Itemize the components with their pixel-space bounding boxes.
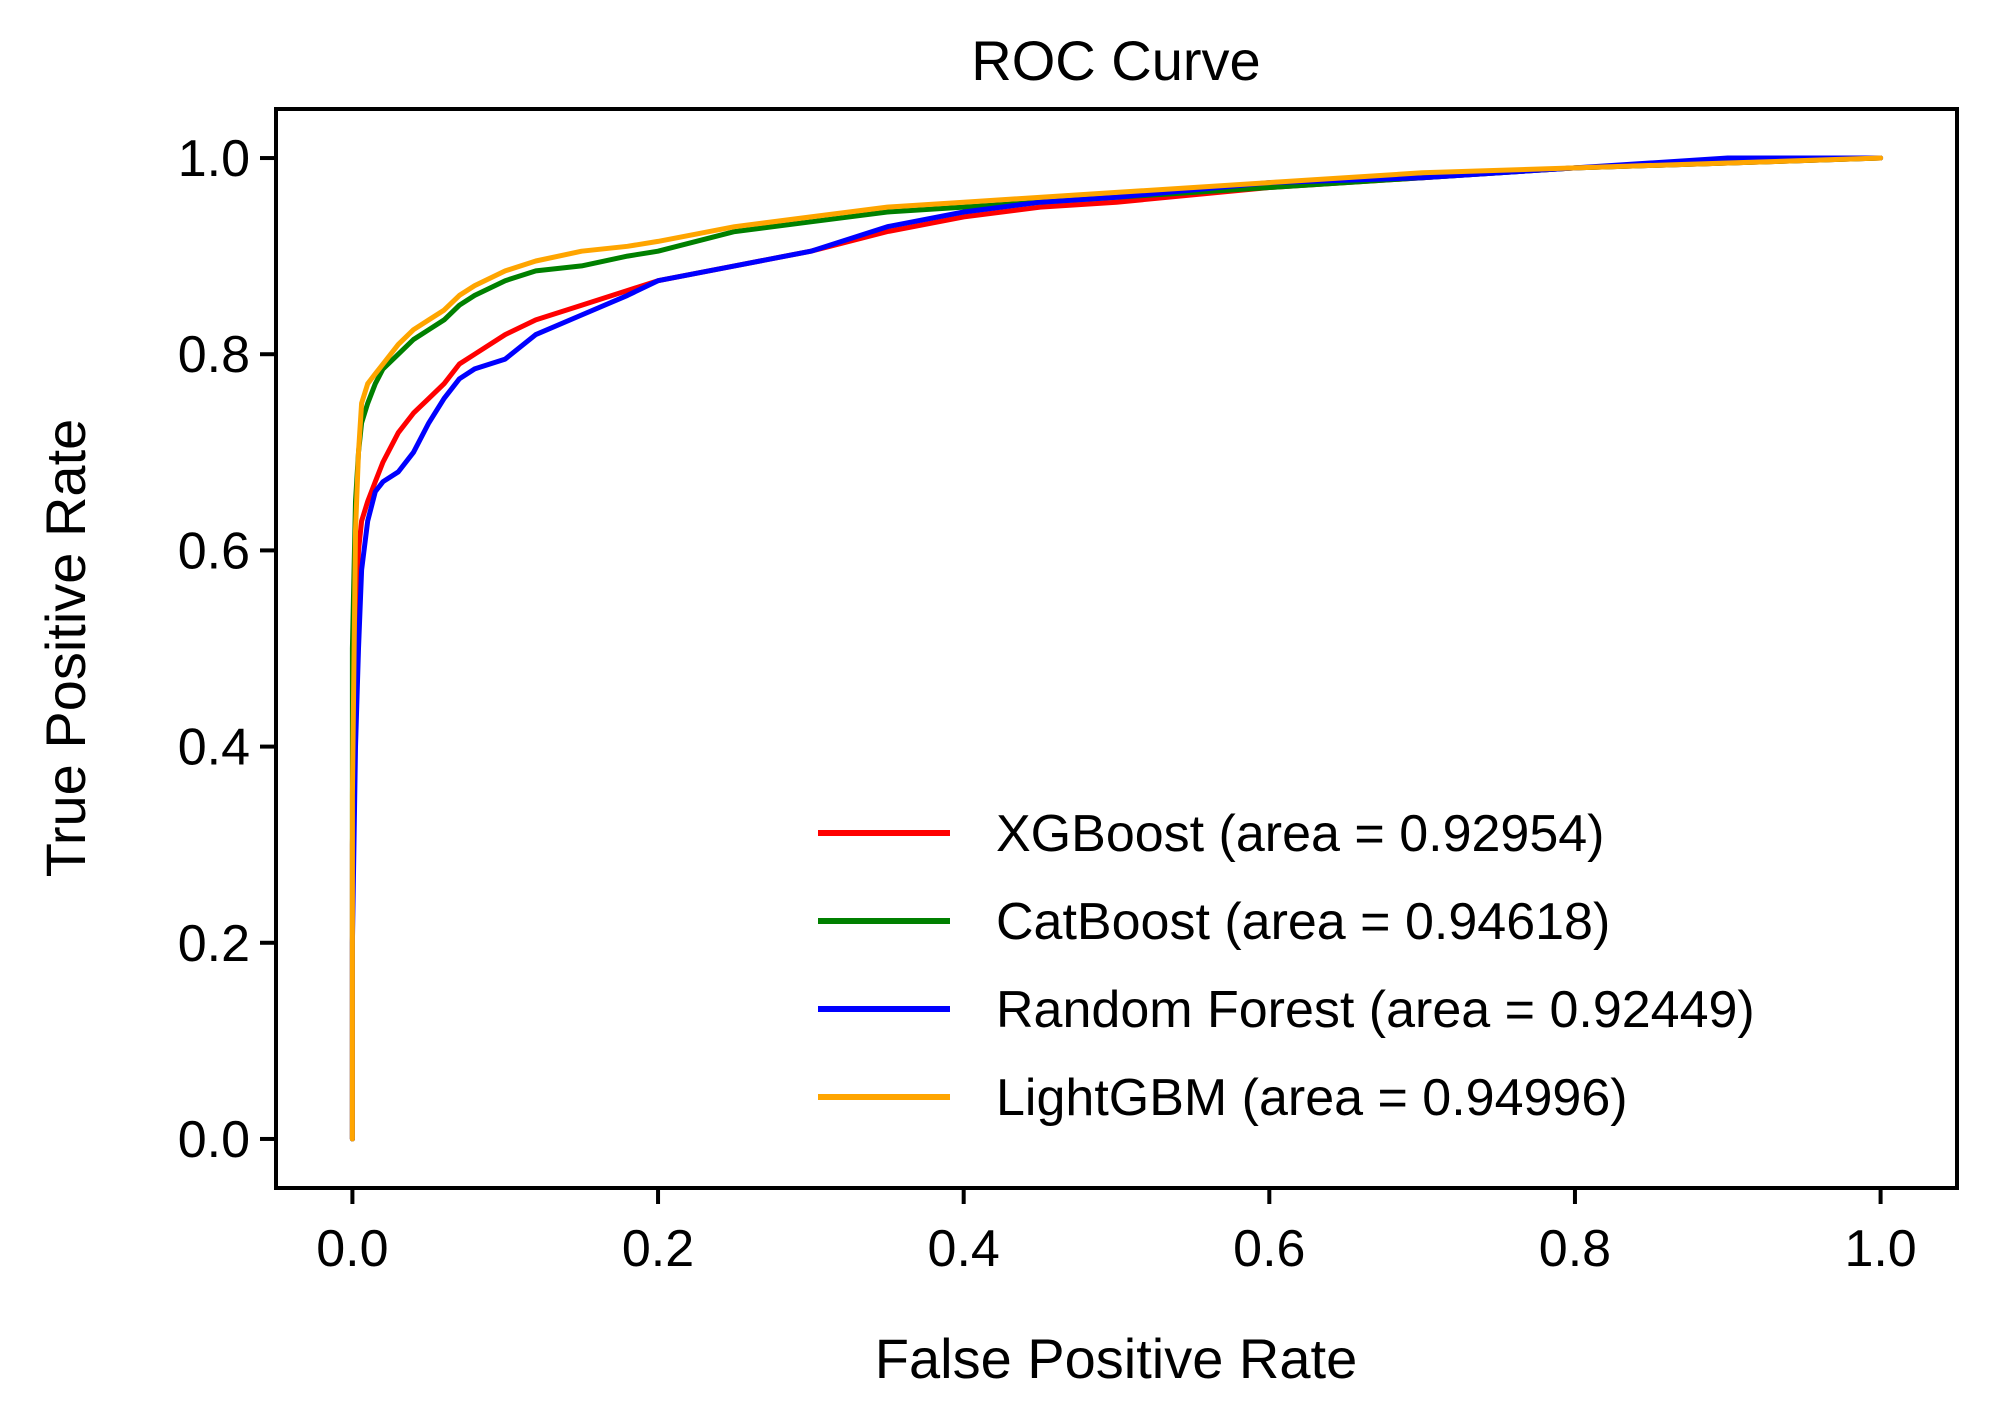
y-tick-label: 0.0 — [178, 1111, 250, 1169]
legend-label: Random Forest (area = 0.92449) — [996, 981, 1755, 1039]
y-tick-label: 0.8 — [178, 326, 250, 384]
x-tick-label: 0.4 — [928, 1220, 1000, 1278]
x-axis-title: False Positive Rate — [875, 1327, 1357, 1390]
series-line-3 — [349, 155, 1884, 1142]
legend-label: XGBoost (area = 0.92954) — [996, 805, 1605, 863]
y-tick-label: 1.0 — [178, 130, 250, 188]
y-tick-label: 0.4 — [178, 719, 250, 777]
series-line-4 — [349, 155, 1884, 1142]
legend-label: LightGBM (area = 0.94996) — [996, 1069, 1628, 1127]
x-tick-label: 0.2 — [622, 1220, 694, 1278]
x-tick-label: 0.0 — [316, 1220, 388, 1278]
x-tick-label: 1.0 — [1844, 1220, 1916, 1278]
y-axis-ticks: 0.0 0.2 0.4 0.6 0.8 1.0 — [178, 130, 276, 1169]
y-axis-title: True Positive Rate — [34, 419, 97, 878]
plot-frame — [274, 107, 1959, 1190]
y-tick-label: 0.2 — [178, 915, 250, 973]
legend: XGBoost (area = 0.92954) CatBoost (area =… — [818, 805, 1755, 1127]
roc-series — [349, 155, 1884, 1142]
x-tick-label: 0.8 — [1539, 1220, 1611, 1278]
y-tick-label: 0.6 — [178, 522, 250, 580]
x-tick-label: 0.6 — [1233, 1220, 1305, 1278]
chart-title: ROC Curve — [971, 29, 1260, 92]
series-line-1 — [349, 155, 1884, 1142]
x-axis-ticks: 0.0 0.2 0.4 0.6 0.8 1.0 — [316, 1188, 1917, 1278]
legend-label: CatBoost (area = 0.94618) — [996, 893, 1610, 951]
